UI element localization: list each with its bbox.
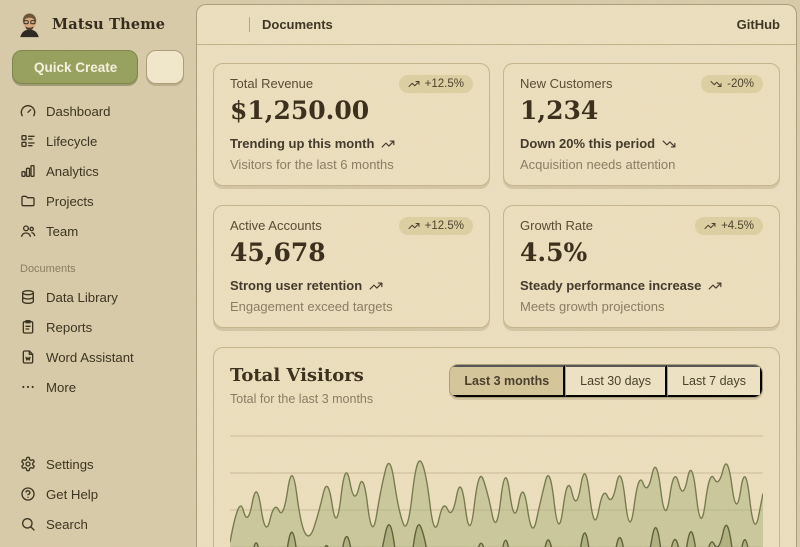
sidebar: Matsu Theme Quick Create Dashboard Lifec… <box>0 0 196 547</box>
trending-up-icon <box>408 78 420 90</box>
stat-card-footer-secondary: Meets growth projections <box>520 299 665 314</box>
stat-card-title: Active Accounts <box>230 218 322 233</box>
brand-menu-button[interactable]: Matsu Theme <box>12 9 184 40</box>
stat-card-value: $1,250.00 <box>230 96 370 125</box>
chart-bar-icon <box>20 163 36 179</box>
sidebar-item-analytics[interactable]: Analytics <box>12 156 184 186</box>
sidebar-documents-nav: Data Library Reports Word Assistant More <box>12 282 184 402</box>
stat-card-footer-primary: Strong user retention <box>230 277 473 294</box>
sidebar-item-team[interactable]: Team <box>12 216 184 246</box>
breadcrumb: Documents <box>262 17 333 32</box>
report-icon <box>20 319 36 335</box>
visitors-title: Total Visitors <box>230 365 364 386</box>
sidebar-toggle-button[interactable] <box>213 13 237 37</box>
card-active-accounts: Active Accounts +12.5% 45,678 Strong use… <box>213 205 490 328</box>
stat-card-title: New Customers <box>520 76 613 91</box>
sidebar-item-word-assistant[interactable]: Word Assistant <box>12 342 184 372</box>
database-icon <box>20 289 36 305</box>
sidebar-item-data-library[interactable]: Data Library <box>12 282 184 312</box>
stat-card-value: 45,678 <box>230 238 326 267</box>
file-word-icon <box>20 349 36 365</box>
sidebar-section-label: Documents <box>20 263 76 275</box>
stat-card-footer-secondary: Engagement exceed targets <box>230 299 393 314</box>
gauge-icon <box>20 103 36 119</box>
range-tabs: Last 3 months Last 30 days Last 7 days <box>449 364 763 398</box>
brand-title: Matsu Theme <box>52 16 166 33</box>
sidebar-main-nav: Dashboard Lifecycle Analytics Projects T… <box>12 96 184 246</box>
stat-card-value: 4.5% <box>520 238 588 267</box>
card-growth-rate: Growth Rate +4.5% 4.5% Steady performanc… <box>503 205 780 328</box>
trend-badge: -20% <box>701 75 763 93</box>
trending-down-icon <box>710 78 722 90</box>
sidebar-item-more[interactable]: More <box>12 372 184 402</box>
main-panel: Documents GitHub Total Revenue +12.5% $1… <box>196 4 797 547</box>
topbar: Documents GitHub <box>197 5 796 45</box>
visitors-subtitle: Total for the last 3 months <box>230 392 374 406</box>
search-icon <box>20 516 36 532</box>
tab-last-30-days[interactable]: Last 30 days <box>565 365 668 397</box>
stat-card-footer-secondary: Acquisition needs attention <box>520 157 676 172</box>
trend-badge: +12.5% <box>398 217 473 235</box>
sidebar-item-projects[interactable]: Projects <box>12 186 184 216</box>
stat-card-title: Total Revenue <box>230 76 314 91</box>
trending-up-icon <box>369 279 383 293</box>
stat-card-footer-primary: Trending up this month <box>230 135 473 152</box>
sidebar-item-dashboard[interactable]: Dashboard <box>12 96 184 126</box>
stat-cards-grid: Total Revenue +12.5% $1,250.00 Trending … <box>213 63 780 328</box>
visitors-card-header: Total Visitors Total for the last 3 mont… <box>230 364 763 406</box>
trend-badge: +12.5% <box>398 75 473 93</box>
sidebar-item-reports[interactable]: Reports <box>12 312 184 342</box>
gear-icon <box>20 456 36 472</box>
help-circle-icon <box>20 486 36 502</box>
total-visitors-card: Total Visitors Total for the last 3 mont… <box>213 347 780 547</box>
avatar <box>16 11 43 38</box>
visitors-chart-wrap <box>230 422 763 547</box>
github-link[interactable]: GitHub <box>736 17 780 32</box>
quick-create-row: Quick Create <box>12 50 184 84</box>
trending-down-icon <box>662 137 676 151</box>
quick-create-button[interactable]: Quick Create <box>12 50 138 84</box>
sidebar-footer-nav: Settings Get Help Search <box>12 449 184 539</box>
tab-last-7-days[interactable]: Last 7 days <box>667 365 762 397</box>
sidebar-item-lifecycle[interactable]: Lifecycle <box>12 126 184 156</box>
trend-badge: +4.5% <box>695 217 763 235</box>
trending-up-icon <box>408 220 420 232</box>
trending-up-icon <box>704 220 716 232</box>
trending-up-icon <box>708 279 722 293</box>
stat-card-title: Growth Rate <box>520 218 593 233</box>
card-new-customers: New Customers -20% 1,234 Down 20% this p… <box>503 63 780 186</box>
topbar-separator <box>249 17 250 32</box>
stat-card-footer-primary: Steady performance increase <box>520 277 763 294</box>
trending-up-icon <box>381 137 395 151</box>
ellipsis-icon <box>20 379 36 395</box>
sidebar-item-search[interactable]: Search <box>12 509 184 539</box>
stat-card-footer-primary: Down 20% this period <box>520 135 763 152</box>
list-details-icon <box>20 133 36 149</box>
stat-card-value: 1,234 <box>520 96 599 125</box>
inbox-button[interactable] <box>146 50 184 84</box>
users-icon <box>20 223 36 239</box>
stat-card-footer-secondary: Visitors for the last 6 months <box>230 157 394 172</box>
tab-last-3-months[interactable]: Last 3 months <box>450 365 566 397</box>
sidebar-item-get-help[interactable]: Get Help <box>12 479 184 509</box>
card-total-revenue: Total Revenue +12.5% $1,250.00 Trending … <box>213 63 490 186</box>
folder-icon <box>20 193 36 209</box>
sidebar-item-settings[interactable]: Settings <box>12 449 184 479</box>
quick-create-label: Quick Create <box>34 59 118 75</box>
content: Total Revenue +12.5% $1,250.00 Trending … <box>197 45 796 547</box>
visitors-area-chart <box>230 435 763 547</box>
